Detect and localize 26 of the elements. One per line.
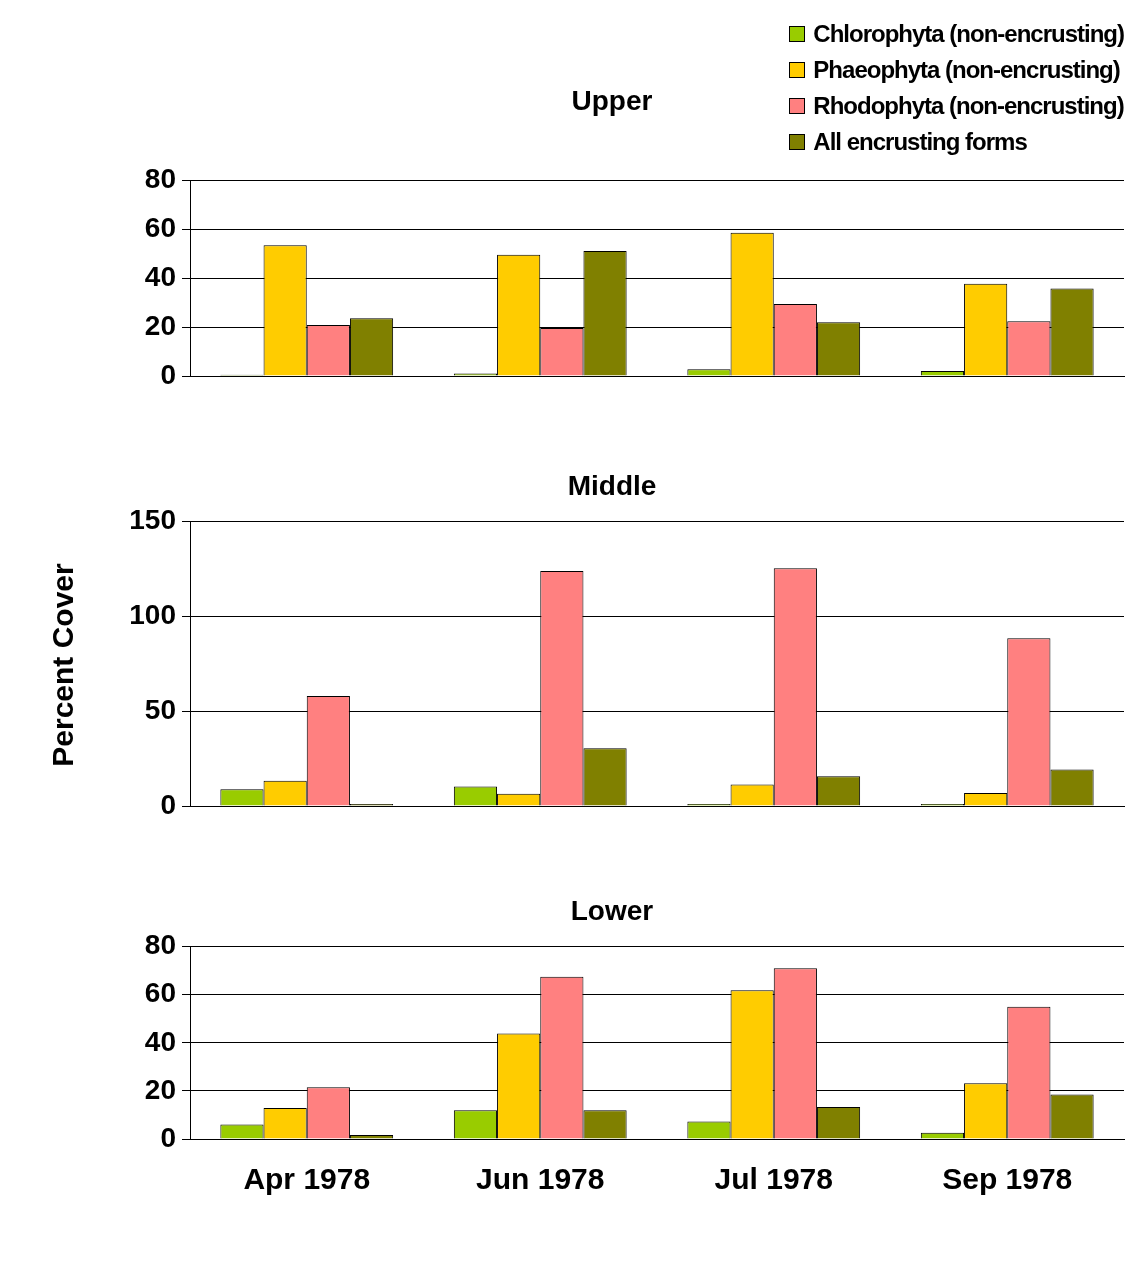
y-tick-label: 20: [144, 1073, 176, 1105]
y-tick-label: 80: [144, 163, 176, 195]
y-tick-label: 50: [144, 693, 176, 725]
legend-label: Chlorophyta (non-encrusting): [813, 20, 1124, 48]
chart-title: Middle: [567, 469, 657, 501]
y-tick-label: 80: [144, 929, 176, 961]
y-tick-label: 0: [160, 358, 176, 390]
y-tick-label: 40: [144, 261, 176, 293]
y-tick-label: 60: [144, 977, 176, 1009]
x-tick-label: Jul 1978: [714, 1162, 833, 1196]
y-tick-label: 40: [144, 1025, 176, 1057]
legend-label: Phaeophyta (non-encrusting): [813, 56, 1120, 84]
y-axis-title: Percent Cover: [45, 563, 80, 767]
chart-title: Upper: [571, 84, 653, 116]
y-tick-label: 20: [144, 309, 176, 341]
legend-label: Rhodophyta (non-encrusting): [813, 92, 1124, 120]
y-tick-label: 100: [129, 599, 176, 631]
chart-title: Lower: [570, 894, 654, 926]
legend-label: All encrusting forms: [813, 128, 1027, 156]
x-tick-label: Apr 1978: [243, 1162, 371, 1196]
y-tick-label: 150: [129, 504, 176, 536]
y-tick-label: 0: [160, 1121, 176, 1153]
x-tick-label: Jun 1978: [476, 1162, 605, 1196]
x-tick-label: Sep 1978: [942, 1162, 1073, 1196]
y-tick-label: 60: [144, 212, 176, 244]
y-tick-label: 0: [160, 788, 176, 820]
